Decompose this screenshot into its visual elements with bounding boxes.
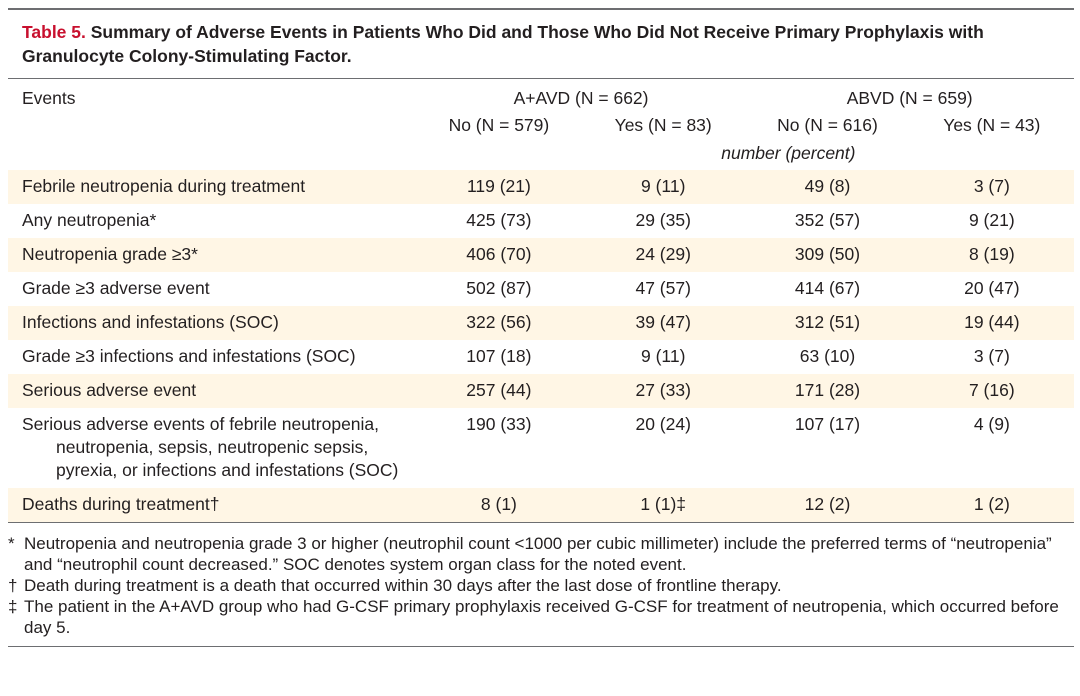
value-a-avd-yes: 9 (11) <box>640 346 686 366</box>
adverse-events-table: Events A+AVD (N = 662) ABVD (N = 659) No… <box>8 79 1074 522</box>
table-figure: Table 5. Summary of Adverse Events in Pa… <box>8 8 1074 647</box>
value-a-avd-yes: 27 (33) <box>581 374 746 408</box>
table-row: Grade ≥3 infections and infestations (SO… <box>8 340 1074 374</box>
value-a-avd-yes: 39 (47) <box>581 306 746 340</box>
event-cell: Neutropenia grade ≥3* <box>8 238 417 272</box>
footnotes: * Neutropenia and neutropenia grade 3 or… <box>8 533 1074 647</box>
value-abvd-no: 49 (8) <box>745 170 910 204</box>
footnote-mark: ‡ <box>8 597 18 616</box>
value-a-avd-yes: 24 (29) <box>581 238 746 272</box>
value-a-avd-yes: 47 (57) <box>635 278 691 298</box>
event-cell: Deaths during treatment† <box>8 488 417 522</box>
value-abvd-no: 12 (2) <box>745 488 910 522</box>
value-abvd-yes: 3 (7) <box>909 170 1074 204</box>
subheader-a-avd-yes: Yes (N = 83) <box>614 115 712 135</box>
subheader-abvd-yes: Yes (N = 43) <box>943 115 1041 135</box>
value-abvd-no: 352 (57) <box>794 210 861 230</box>
footnote: † Death during treatment is a death that… <box>8 575 1074 596</box>
value-a-avd-no: 406 (70) <box>416 238 582 272</box>
events-column-header: Events <box>22 88 76 108</box>
value-a-avd-no: 257 (44) <box>416 374 582 408</box>
value-a-avd-no: 107 (18) <box>466 346 532 366</box>
group-header-a-avd: A+AVD (N = 662) <box>513 88 649 108</box>
footnote: * Neutropenia and neutropenia grade 3 or… <box>8 533 1074 575</box>
table-row: Neutropenia grade ≥3* 406 (70) 24 (29) 3… <box>8 238 1074 272</box>
event-cell: Grade ≥3 adverse event <box>8 272 417 306</box>
table-row: Grade ≥3 adverse event 502 (87) 47 (57) … <box>8 272 1074 306</box>
table-row: Serious adverse events of febrile neutro… <box>8 408 1074 488</box>
table-row: Deaths during treatment† 8 (1) 1 (1)‡ 12… <box>8 488 1074 522</box>
value-a-avd-yes: 20 (24) <box>635 414 691 434</box>
units-label: number (percent) <box>721 143 856 163</box>
event-label: Neutropenia grade ≥3* <box>22 244 198 264</box>
group-header-abvd: ABVD (N = 659) <box>846 88 973 108</box>
table-row: Febrile neutropenia during treatment 119… <box>8 170 1074 204</box>
value-a-avd-no: 190 (33) <box>466 414 532 434</box>
table-row: Infections and infestations (SOC) 322 (5… <box>8 306 1074 340</box>
value-abvd-yes: 1 (2) <box>909 488 1074 522</box>
value-a-avd-no: 119 (21) <box>416 170 582 204</box>
subheader-a-avd-no: No (N = 579) <box>448 115 550 135</box>
table-title: Summary of Adverse Events in Patients Wh… <box>22 22 984 66</box>
caption-rule <box>8 78 1074 79</box>
event-cell: Febrile neutropenia during treatment <box>8 170 417 204</box>
footnote-text: Death during treatment is a death that o… <box>24 576 782 595</box>
value-abvd-yes: 4 (9) <box>973 414 1010 434</box>
value-a-avd-no: 322 (56) <box>416 306 582 340</box>
footnote-mark: * <box>8 534 15 553</box>
event-label: Grade ≥3 adverse event <box>22 278 210 298</box>
value-abvd-yes: 3 (7) <box>973 346 1010 366</box>
event-label: Deaths during treatment† <box>22 494 220 514</box>
footnote-text: The patient in the A+AVD group who had G… <box>24 597 1059 637</box>
event-cell: Infections and infestations (SOC) <box>8 306 417 340</box>
group-header-row: Events A+AVD (N = 662) ABVD (N = 659) <box>8 79 1074 110</box>
value-abvd-no: 63 (10) <box>799 346 856 366</box>
footnote-text: Neutropenia and neutropenia grade 3 or h… <box>24 534 1052 574</box>
event-label: Febrile neutropenia during treatment <box>22 176 306 196</box>
table-frame: Events A+AVD (N = 662) ABVD (N = 659) No… <box>8 79 1074 523</box>
subheader-abvd-no: No (N = 616) <box>777 115 878 135</box>
value-abvd-yes: 8 (19) <box>909 238 1074 272</box>
table-label: Table 5. <box>22 22 86 42</box>
value-abvd-yes: 19 (44) <box>909 306 1074 340</box>
event-label: Grade ≥3 infections and infestations (SO… <box>22 346 356 366</box>
subheader-row: No (N = 579) Yes (N = 83) No (N = 616) Y… <box>8 110 1074 137</box>
value-abvd-no: 171 (28) <box>745 374 910 408</box>
table-row: Any neutropenia* 425 (73) 29 (35) 352 (5… <box>8 204 1074 238</box>
event-label: Any neutropenia* <box>22 210 157 230</box>
value-abvd-yes: 20 (47) <box>964 278 1020 298</box>
value-a-avd-no: 502 (87) <box>466 278 532 298</box>
value-abvd-no: 309 (50) <box>745 238 910 272</box>
value-a-avd-yes: 9 (11) <box>581 170 746 204</box>
value-abvd-no: 414 (67) <box>794 278 861 298</box>
units-cell: number (percent) <box>417 137 1074 170</box>
event-cell: Serious adverse event <box>8 374 417 408</box>
units-row: number (percent) <box>8 137 1074 170</box>
event-label: Infections and infestations (SOC) <box>22 312 279 332</box>
table-row: Serious adverse event 257 (44) 27 (33) 1… <box>8 374 1074 408</box>
event-label: Serious adverse events of febrile neutro… <box>22 414 399 480</box>
value-a-avd-no: 8 (1) <box>416 488 582 522</box>
event-cell: Serious adverse events of febrile neutro… <box>8 408 417 488</box>
footnote: ‡ The patient in the A+AVD group who had… <box>8 596 1074 638</box>
units-spacer <box>8 137 417 170</box>
value-a-avd-no: 425 (73) <box>466 210 532 230</box>
table-body: Febrile neutropenia during treatment 119… <box>8 170 1074 522</box>
footnote-mark: † <box>8 576 18 595</box>
value-abvd-no: 107 (17) <box>794 414 861 434</box>
event-cell: Grade ≥3 infections and infestations (SO… <box>8 340 417 374</box>
value-abvd-yes: 9 (21) <box>968 210 1015 230</box>
event-label: Serious adverse event <box>22 380 197 400</box>
value-a-avd-yes: 1 (1)‡ <box>581 488 746 522</box>
value-abvd-yes: 7 (16) <box>909 374 1074 408</box>
subheader-spacer <box>8 110 417 137</box>
value-abvd-no: 312 (51) <box>745 306 910 340</box>
event-cell: Any neutropenia* <box>8 204 417 238</box>
value-a-avd-yes: 29 (35) <box>635 210 691 230</box>
table-caption: Table 5. Summary of Adverse Events in Pa… <box>8 8 1074 78</box>
